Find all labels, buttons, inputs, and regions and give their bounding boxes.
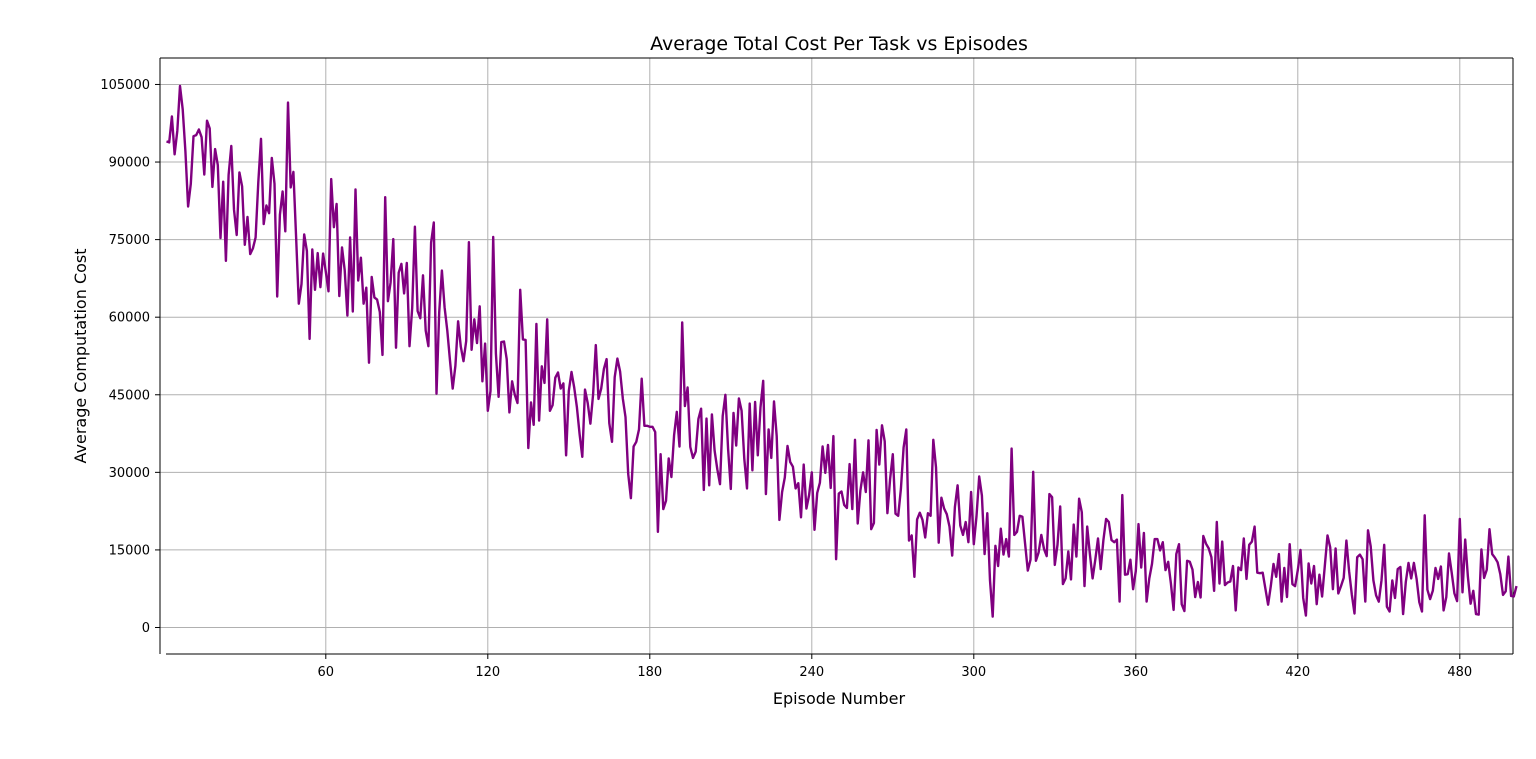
y-tick-label: 60000 xyxy=(109,311,150,326)
y-tick-label: 15000 xyxy=(109,543,150,558)
y-tick-label: 0 xyxy=(142,621,150,636)
axes xyxy=(155,57,1514,659)
series-line xyxy=(166,84,1518,618)
x-tick-label: 240 xyxy=(799,665,824,680)
x-tick-label: 180 xyxy=(637,665,662,680)
x-axis-label: Episode Number xyxy=(773,689,906,708)
x-tick-label: 480 xyxy=(1447,665,1472,680)
x-tick-label: 420 xyxy=(1285,665,1310,680)
y-tick-label: 30000 xyxy=(109,466,150,481)
y-tick-label: 90000 xyxy=(109,156,150,171)
y-tick-label: 45000 xyxy=(109,388,150,403)
x-tick-label: 360 xyxy=(1123,665,1148,680)
y-axis-label: Average Computation Cost xyxy=(71,248,90,463)
x-tick-label: 300 xyxy=(961,665,986,680)
tick-labels: 60 120 180 240 300 360 420 480 0 15000 30000 45000 6… xyxy=(100,78,1472,680)
chart-title: Average Total Cost Per Task vs Episodes xyxy=(650,33,1028,55)
grid-lines xyxy=(160,58,1513,654)
y-tick-label: 105000 xyxy=(100,78,150,93)
x-tick-label: 60 xyxy=(318,665,335,680)
y-tick-label: 75000 xyxy=(109,233,150,248)
x-tick-label: 120 xyxy=(475,665,500,680)
